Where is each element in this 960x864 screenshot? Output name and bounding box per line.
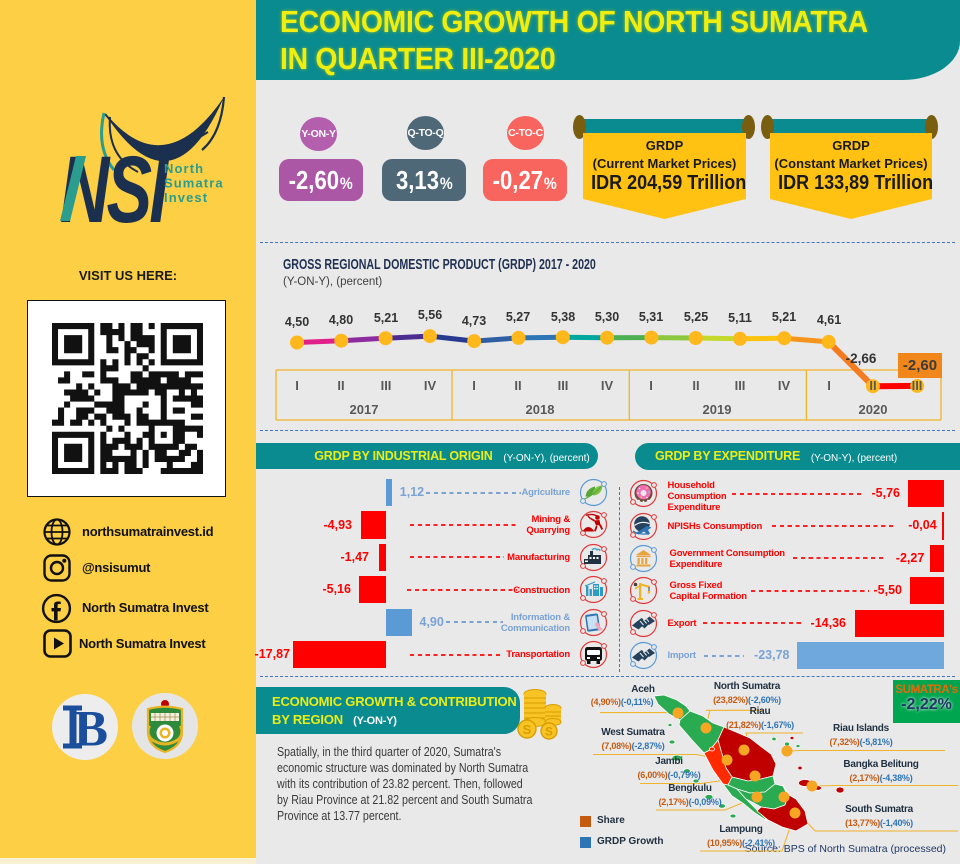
svg-text:Sumatra: Sumatra xyxy=(164,176,224,191)
svg-text:Invest: Invest xyxy=(164,190,208,205)
svg-text:B: B xyxy=(74,702,108,758)
svg-text:North: North xyxy=(164,161,204,176)
svg-text:S: S xyxy=(523,722,532,737)
svg-text:S: S xyxy=(545,727,553,739)
